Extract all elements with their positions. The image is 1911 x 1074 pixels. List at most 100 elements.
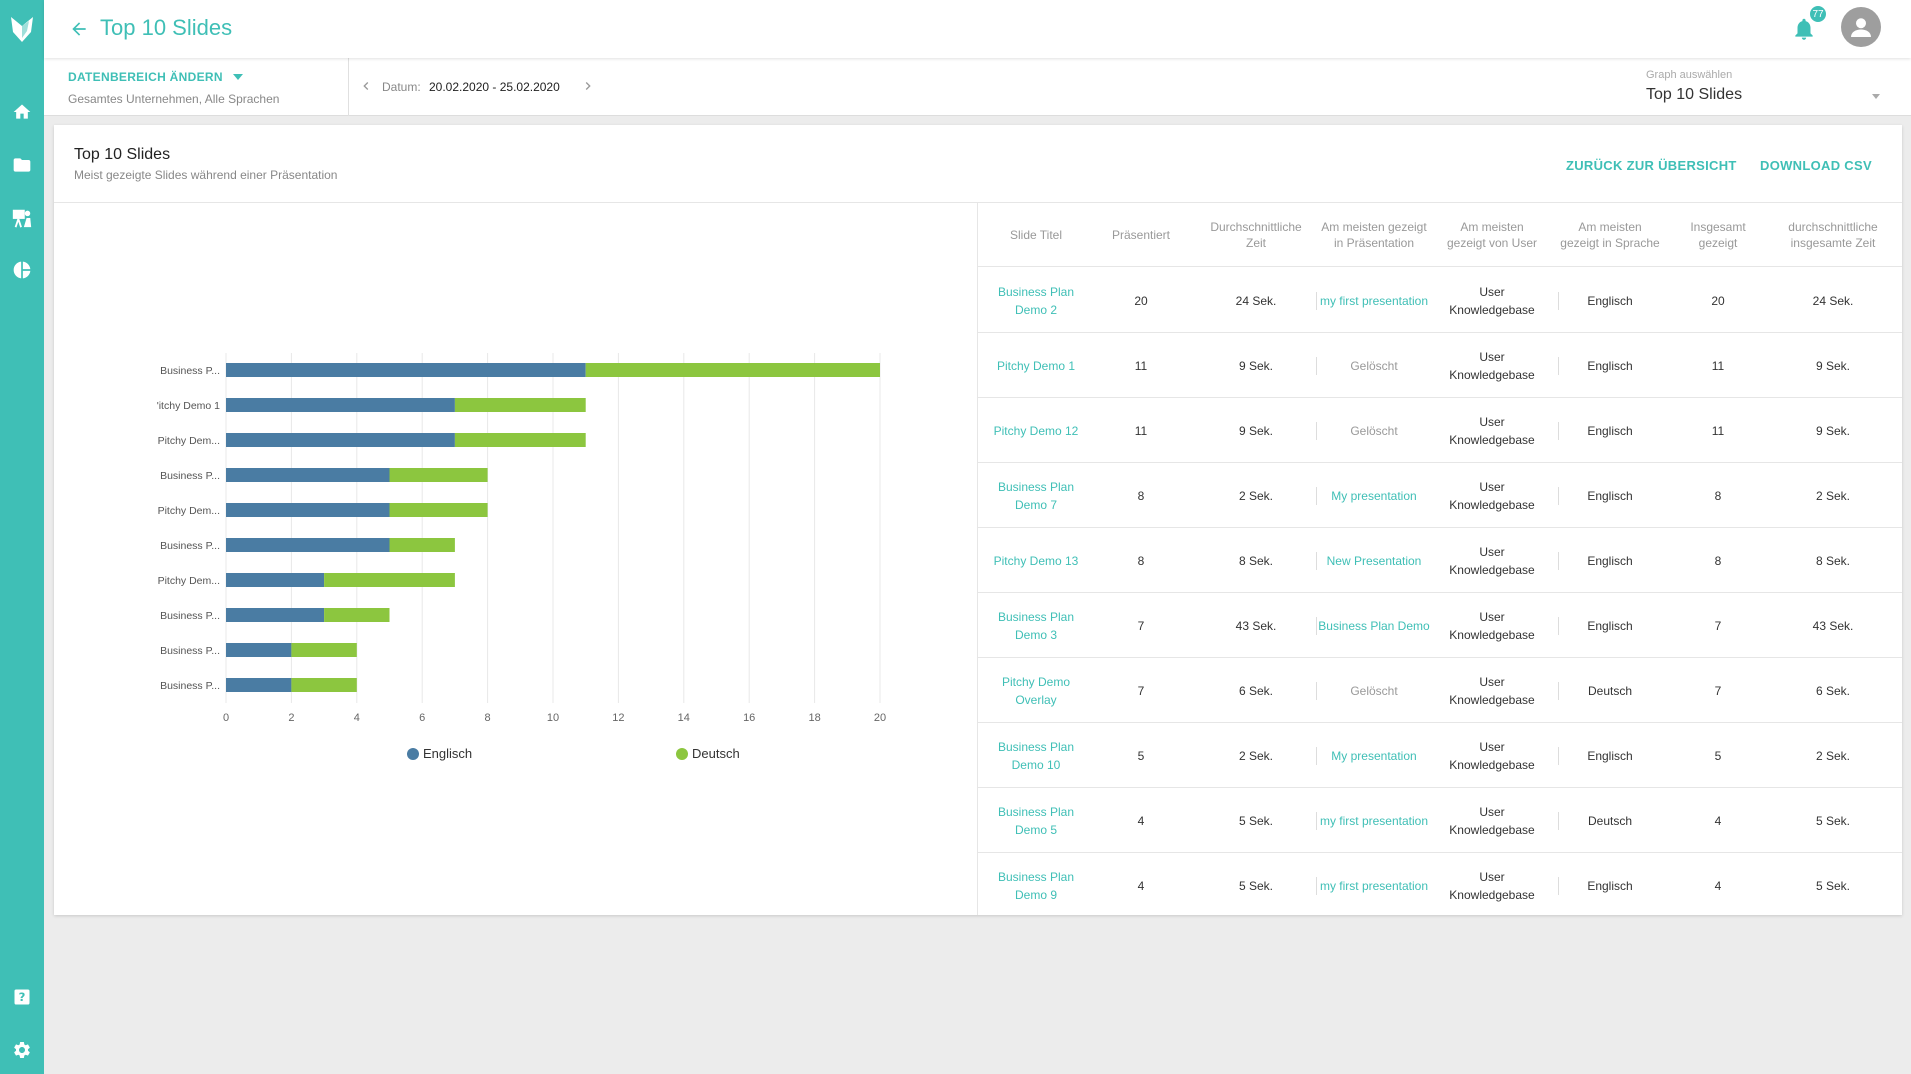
slide-title-link[interactable]: Business Plan Demo 9 bbox=[997, 869, 1075, 902]
x-tick-label: 16 bbox=[743, 712, 755, 724]
bar-segment-englisch[interactable] bbox=[226, 398, 455, 412]
bar-segment-deutsch[interactable] bbox=[389, 503, 488, 517]
bell-icon[interactable] bbox=[1791, 16, 1817, 42]
pie-chart-icon[interactable] bbox=[0, 250, 44, 290]
table-row: Business Plan Demo 7 8 2 Sek. My presentati… bbox=[978, 463, 1902, 528]
bar-segment-englisch[interactable] bbox=[226, 678, 292, 692]
slide-title-link[interactable]: Pitchy Demo 12 bbox=[993, 423, 1079, 438]
range-scope: Gesamtes Unternehmen, Alle Sprachen bbox=[68, 92, 280, 106]
column-header[interactable]: Insgesamt gezeigt bbox=[1690, 220, 1746, 250]
slide-title-link[interactable]: Pitchy Demo 13 bbox=[993, 553, 1079, 568]
x-tick-label: 12 bbox=[612, 712, 624, 724]
bar-segment-englisch[interactable] bbox=[226, 433, 455, 447]
bar-segment-englisch[interactable] bbox=[226, 503, 390, 517]
bar-segment-englisch[interactable] bbox=[226, 608, 325, 622]
presentation-link[interactable]: My presentation bbox=[1316, 723, 1432, 788]
user-name: User Knowledgebase bbox=[1449, 674, 1535, 707]
category-label: Business P... bbox=[160, 540, 220, 552]
total-count: 4 bbox=[1714, 813, 1722, 828]
bar-segment-englisch[interactable] bbox=[226, 468, 390, 482]
help-icon[interactable]: ? bbox=[0, 977, 44, 1017]
legend-label[interactable]: Englisch bbox=[423, 746, 472, 761]
bar-segment-deutsch[interactable] bbox=[324, 573, 455, 587]
home-icon[interactable] bbox=[0, 92, 44, 132]
change-range-button[interactable]: DATENBEREICH ÄNDERN bbox=[68, 70, 243, 84]
bar-segment-englisch[interactable] bbox=[226, 643, 292, 657]
bar-segment-deutsch[interactable] bbox=[454, 398, 586, 412]
bar-segment-deutsch[interactable] bbox=[389, 468, 488, 482]
chart-area: 0 2 4 6 8 10 12 14 16 18 20 Business P... 'itchy Dem… bbox=[54, 203, 977, 915]
slide-title-link[interactable]: Business Plan Demo 3 bbox=[997, 609, 1075, 642]
presentation-link[interactable]: My presentation bbox=[1316, 463, 1432, 528]
graph-select-value: Top 10 Slides bbox=[1646, 86, 1743, 103]
slide-title-link[interactable]: Business Plan Demo 2 bbox=[997, 284, 1075, 317]
legend-label[interactable]: Deutsch bbox=[692, 746, 740, 761]
table-row: Business Plan Demo 3 7 43 Sek. Business Pla… bbox=[978, 593, 1902, 658]
bar-segment-englisch[interactable] bbox=[226, 573, 325, 587]
column-header[interactable]: durchschnittliche insgesamte Zeit bbox=[1788, 220, 1878, 250]
presentation-link[interactable]: my first presentation bbox=[1316, 268, 1432, 333]
slide-title-link[interactable]: Pitchy Demo Overlay bbox=[1001, 674, 1071, 707]
column-header[interactable]: Am meisten gezeigt in Sprache bbox=[1560, 220, 1660, 250]
deleted-presentation: Gelöscht bbox=[1316, 398, 1432, 463]
legend-marker[interactable] bbox=[676, 748, 688, 760]
column-header[interactable]: Am meisten gezeigt von User bbox=[1446, 220, 1538, 250]
category-label: Business P... bbox=[160, 645, 220, 657]
bar-segment-deutsch[interactable] bbox=[454, 433, 586, 447]
language: Englisch bbox=[1558, 593, 1662, 658]
category-label: Business P... bbox=[160, 365, 220, 377]
bar-segment-deutsch[interactable] bbox=[291, 643, 357, 657]
change-range-label: DATENBEREICH ÄNDERN bbox=[68, 70, 223, 84]
page-title: Top 10 Slides bbox=[100, 15, 233, 40]
presentation-link[interactable]: my first presentation bbox=[1316, 853, 1432, 918]
bar-segment-deutsch[interactable] bbox=[291, 678, 357, 692]
gear-icon[interactable] bbox=[0, 1030, 44, 1070]
column-header[interactable]: Am meisten gezeigt in Präsentation bbox=[1321, 220, 1427, 250]
slide-title-link[interactable]: Business Plan Demo 5 bbox=[997, 804, 1075, 837]
download-csv-button[interactable]: DOWNLOAD CSV bbox=[1760, 158, 1872, 173]
average-time: 5 Sek. bbox=[1238, 878, 1274, 893]
presented-count: 11 bbox=[1134, 423, 1148, 438]
divider bbox=[977, 203, 978, 915]
language: Englisch bbox=[1558, 268, 1662, 333]
category-label: Pitchy Dem... bbox=[158, 575, 220, 587]
column-header[interactable]: Slide Titel bbox=[1009, 228, 1063, 242]
presentation-link[interactable]: New Presentation bbox=[1316, 528, 1432, 593]
total-average-time: 8 Sek. bbox=[1815, 553, 1851, 568]
column-header[interactable]: Durchschnittliche Zeit bbox=[1210, 220, 1302, 250]
presentation-link[interactable]: my first presentation bbox=[1316, 788, 1432, 853]
back-to-overview-button[interactable]: ZURÜCK ZUR ÜBERSICHT bbox=[1566, 158, 1737, 173]
user-name: User Knowledgebase bbox=[1449, 804, 1535, 837]
back-arrow-icon[interactable] bbox=[64, 14, 94, 44]
presenter-icon[interactable] bbox=[0, 198, 44, 238]
language: Englisch bbox=[1558, 463, 1662, 528]
slide-title-link[interactable]: Pitchy Demo 1 bbox=[996, 358, 1076, 373]
graph-select-label: Graph auswählen bbox=[1646, 69, 1733, 81]
avatar[interactable] bbox=[1841, 7, 1881, 47]
graph-select[interactable]: Top 10 Slides bbox=[1646, 86, 1880, 110]
presented-count: 5 bbox=[1137, 748, 1145, 763]
slide-title-link[interactable]: Business Plan Demo 10 bbox=[997, 739, 1075, 772]
x-tick-label: 6 bbox=[419, 712, 425, 724]
date-range-value[interactable]: 20.02.2020 - 25.02.2020 bbox=[429, 80, 560, 94]
language: Deutsch bbox=[1558, 788, 1662, 853]
bar-segment-englisch[interactable] bbox=[226, 363, 586, 377]
presentation-link[interactable]: Business Plan Demo bbox=[1316, 593, 1432, 658]
chevron-right-icon[interactable] bbox=[580, 78, 596, 94]
bar-segment-deutsch[interactable] bbox=[324, 608, 390, 622]
total-average-time: 6 Sek. bbox=[1815, 683, 1851, 698]
language: Englisch bbox=[1558, 333, 1662, 398]
average-time: 9 Sek. bbox=[1238, 423, 1274, 438]
fox-logo-icon[interactable] bbox=[0, 0, 44, 58]
deleted-presentation: Gelöscht bbox=[1316, 658, 1432, 723]
legend-marker[interactable] bbox=[407, 748, 419, 760]
x-tick-label: 10 bbox=[547, 712, 559, 724]
bar-segment-deutsch[interactable] bbox=[585, 363, 880, 377]
folder-icon[interactable] bbox=[0, 145, 44, 185]
slide-title-link[interactable]: Business Plan Demo 7 bbox=[997, 479, 1075, 512]
average-time: 6 Sek. bbox=[1238, 683, 1274, 698]
bar-segment-englisch[interactable] bbox=[226, 538, 390, 552]
column-header[interactable]: Präsentiert bbox=[1111, 228, 1171, 242]
bar-segment-deutsch[interactable] bbox=[389, 538, 455, 552]
chevron-left-icon[interactable] bbox=[358, 78, 374, 94]
